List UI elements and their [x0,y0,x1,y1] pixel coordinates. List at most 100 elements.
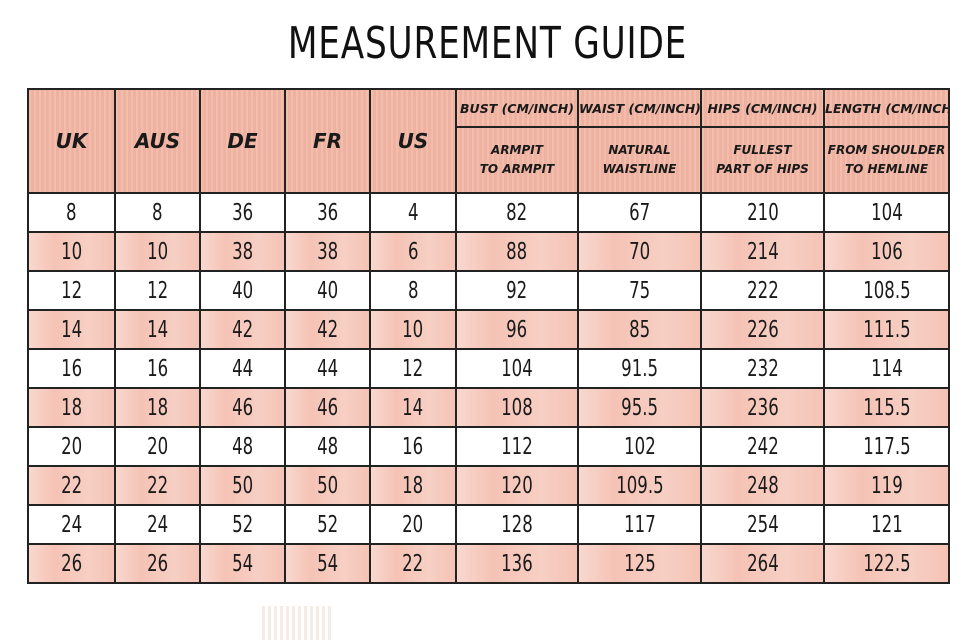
cell-us: 22 [369,543,457,584]
cell-value: 108 [501,394,533,421]
subheader-length-line2: TO HEMLINE [844,162,929,176]
cell-waist: 125 [577,543,702,584]
cell-bust: 104 [455,348,579,389]
header-hips: HIPS (CM/INCH) [700,88,825,128]
cell-value: 12 [146,277,169,304]
cell-value: 125 [623,550,656,577]
cell-value: 96 [506,316,528,343]
cell-aus: 14 [114,309,201,350]
cell-de: 38 [199,231,286,272]
cell-uk: 10 [27,231,116,272]
cell-hips: 236 [700,387,825,428]
cell-value: 18 [402,472,424,499]
cell-value: 8 [407,277,419,304]
cell-length: 119 [823,465,950,506]
cell-value: 40 [231,277,254,304]
cell-value: 122.5 [862,550,911,577]
subheader-waist: NATURAL WAISTLINE [577,126,702,194]
cell-hips: 222 [700,270,825,311]
cell-de: 54 [199,543,286,584]
cell-value: 82 [506,199,528,226]
decorative-smudge [262,606,334,640]
table-body: 8 8 36 36 4 82 67 210 104 10 10 38 38 6 88 70 214 106 12 12… [27,192,950,584]
cell-us: 18 [369,465,457,506]
cell-us: 4 [369,192,457,233]
cell-value: 16 [146,355,169,382]
cell-value: 70 [628,238,651,265]
cell-value: 236 [746,394,779,421]
cell-value: 46 [316,394,339,421]
cell-fr: 40 [284,270,371,311]
cell-hips: 232 [700,348,825,389]
cell-fr: 44 [284,348,371,389]
cell-value: 106 [870,238,903,265]
cell-value: 16 [402,433,424,460]
cell-value: 10 [60,238,83,265]
page-title: MEASUREMENT GUIDE [287,18,688,69]
cell-us: 12 [369,348,457,389]
cell-aus: 16 [114,348,201,389]
subheader-waist-line2: WAISTLINE [602,162,677,176]
subheader-hips-line1: FULLEST [733,143,792,157]
cell-value: 26 [146,550,169,577]
cell-us: 8 [369,270,457,311]
cell-de: 48 [199,426,286,467]
header-us: US [369,88,457,194]
table-row: 24 24 52 52 20 128 117 254 121 [27,504,950,545]
header-bust: BUST (CM/INCH) [455,88,579,128]
cell-value: 40 [316,277,339,304]
subheader-hips: FULLEST PART OF HIPS [700,126,825,194]
cell-value: 95.5 [621,394,658,421]
cell-us: 14 [369,387,457,428]
cell-waist: 70 [577,231,702,272]
cell-fr: 46 [284,387,371,428]
cell-bust: 128 [455,504,579,545]
cell-value: 104 [501,355,533,382]
cell-value: 54 [231,550,254,577]
cell-value: 8 [152,199,163,226]
cell-value: 16 [60,355,83,382]
cell-value: 88 [506,238,528,265]
cell-fr: 42 [284,309,371,350]
cell-value: 18 [146,394,169,421]
cell-value: 20 [402,511,424,538]
cell-value: 226 [746,316,779,343]
cell-aus: 12 [114,270,201,311]
cell-value: 75 [628,277,651,304]
cell-value: 120 [501,472,533,499]
cell-value: 26 [60,550,83,577]
cell-de: 40 [199,270,286,311]
cell-value: 44 [231,355,254,382]
table-row: 10 10 38 38 6 88 70 214 106 [27,231,950,272]
cell-value: 12 [402,355,424,382]
cell-bust: 92 [455,270,579,311]
cell-value: 12 [60,277,83,304]
subheader-hips-line2: PART OF HIPS [716,162,809,176]
table-row: 8 8 36 36 4 82 67 210 104 [27,192,950,233]
cell-uk: 20 [27,426,116,467]
cell-value: 104 [870,199,903,226]
cell-value: 38 [231,238,254,265]
cell-bust: 136 [455,543,579,584]
header-de: DE [199,88,286,194]
cell-length: 108.5 [823,270,950,311]
cell-value: 214 [746,238,779,265]
cell-hips: 264 [700,543,825,584]
cell-uk: 12 [27,270,116,311]
cell-us: 6 [369,231,457,272]
cell-de: 50 [199,465,286,506]
cell-length: 122.5 [823,543,950,584]
cell-length: 115.5 [823,387,950,428]
cell-value: 36 [231,199,254,226]
cell-value: 20 [146,433,169,460]
cell-uk: 8 [27,192,116,233]
cell-value: 254 [746,511,779,538]
cell-fr: 50 [284,465,371,506]
cell-value: 20 [60,433,83,460]
header-waist: WAIST (CM/INCH) [577,88,702,128]
cell-length: 106 [823,231,950,272]
cell-waist: 91.5 [577,348,702,389]
cell-waist: 75 [577,270,702,311]
cell-uk: 22 [27,465,116,506]
cell-hips: 242 [700,426,825,467]
